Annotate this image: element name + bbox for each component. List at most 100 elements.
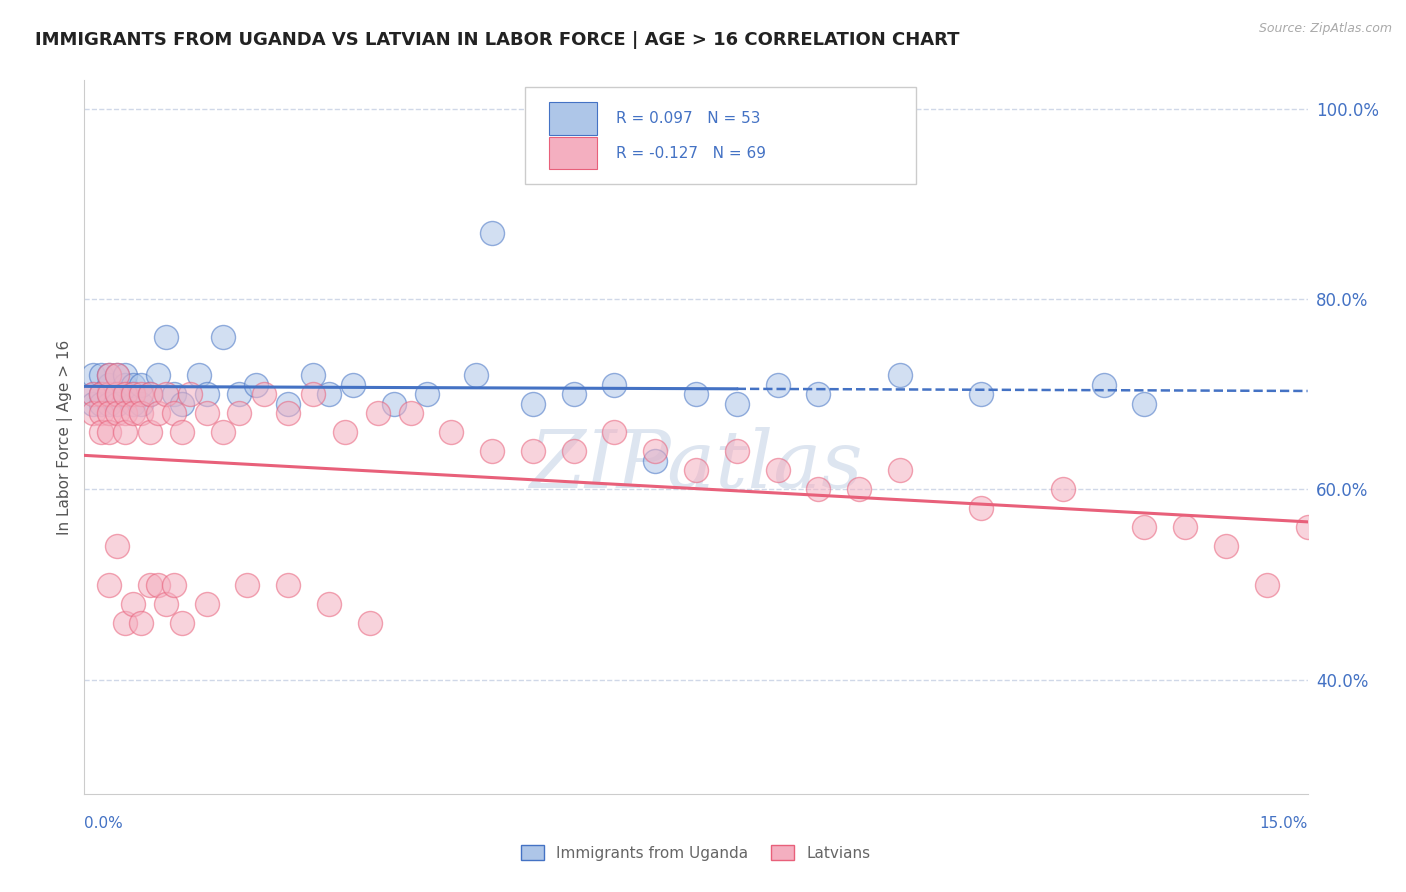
Point bbox=[105, 406, 128, 420]
Point bbox=[1174, 520, 1197, 534]
Point bbox=[382, 397, 405, 411]
Point bbox=[187, 368, 209, 383]
Point bbox=[172, 397, 194, 411]
Point bbox=[82, 368, 104, 383]
Point bbox=[725, 444, 748, 458]
Point bbox=[318, 597, 340, 611]
Text: R = -0.127   N = 69: R = -0.127 N = 69 bbox=[616, 145, 766, 161]
Point bbox=[970, 501, 993, 516]
Point bbox=[97, 577, 120, 591]
Point bbox=[146, 406, 169, 420]
Point bbox=[105, 387, 128, 401]
Point bbox=[122, 397, 145, 411]
Point bbox=[195, 597, 218, 611]
Point bbox=[146, 577, 169, 591]
Text: Source: ZipAtlas.com: Source: ZipAtlas.com bbox=[1258, 22, 1392, 36]
Point bbox=[1133, 397, 1156, 411]
Legend: Immigrants from Uganda, Latvians: Immigrants from Uganda, Latvians bbox=[513, 837, 879, 868]
Point bbox=[90, 387, 112, 401]
Point bbox=[131, 397, 153, 411]
Point bbox=[644, 454, 666, 468]
Point bbox=[481, 226, 503, 240]
Point bbox=[416, 387, 439, 401]
Point bbox=[122, 387, 145, 401]
Point bbox=[105, 368, 128, 383]
Point bbox=[440, 425, 463, 440]
Point bbox=[301, 368, 323, 383]
Point bbox=[172, 615, 194, 630]
Point bbox=[277, 397, 299, 411]
Point bbox=[464, 368, 486, 383]
Y-axis label: In Labor Force | Age > 16: In Labor Force | Age > 16 bbox=[58, 340, 73, 534]
Point bbox=[122, 387, 145, 401]
Point bbox=[603, 377, 626, 392]
Text: 15.0%: 15.0% bbox=[1260, 816, 1308, 831]
Point bbox=[97, 368, 120, 383]
Point bbox=[114, 377, 136, 392]
Point bbox=[90, 368, 112, 383]
Point bbox=[82, 387, 104, 401]
Point bbox=[195, 387, 218, 401]
Point bbox=[335, 425, 357, 440]
Point bbox=[97, 387, 120, 401]
Point bbox=[163, 406, 186, 420]
Point bbox=[90, 397, 112, 411]
Point bbox=[481, 444, 503, 458]
Point bbox=[122, 377, 145, 392]
Point bbox=[114, 387, 136, 401]
Point bbox=[163, 577, 186, 591]
Point bbox=[766, 463, 789, 477]
Point bbox=[685, 387, 707, 401]
Point bbox=[82, 397, 104, 411]
Point bbox=[97, 368, 120, 383]
Point bbox=[146, 368, 169, 383]
Point bbox=[245, 377, 267, 392]
Point bbox=[82, 406, 104, 420]
Point bbox=[889, 463, 911, 477]
Point bbox=[114, 615, 136, 630]
Text: 0.0%: 0.0% bbox=[84, 816, 124, 831]
Point bbox=[114, 368, 136, 383]
Point bbox=[212, 330, 235, 344]
Point bbox=[725, 397, 748, 411]
Point bbox=[105, 397, 128, 411]
Point bbox=[644, 444, 666, 458]
Point bbox=[970, 387, 993, 401]
Point bbox=[90, 406, 112, 420]
Text: ZIPatlas: ZIPatlas bbox=[529, 427, 863, 504]
Point bbox=[90, 425, 112, 440]
Point bbox=[277, 406, 299, 420]
Point bbox=[318, 387, 340, 401]
Point bbox=[155, 387, 177, 401]
Point bbox=[359, 615, 381, 630]
Point bbox=[522, 397, 544, 411]
Point bbox=[807, 483, 830, 497]
Point bbox=[342, 377, 364, 392]
Point bbox=[1092, 377, 1115, 392]
FancyBboxPatch shape bbox=[550, 136, 598, 169]
Point bbox=[685, 463, 707, 477]
Point bbox=[195, 406, 218, 420]
Point bbox=[1215, 540, 1237, 554]
Point bbox=[172, 425, 194, 440]
Point bbox=[131, 615, 153, 630]
Point bbox=[228, 406, 250, 420]
Text: R = 0.097   N = 53: R = 0.097 N = 53 bbox=[616, 112, 761, 127]
Point bbox=[1256, 577, 1278, 591]
Point bbox=[131, 387, 153, 401]
Point bbox=[82, 387, 104, 401]
Point bbox=[131, 406, 153, 420]
Point bbox=[138, 577, 160, 591]
Point bbox=[90, 387, 112, 401]
Point bbox=[807, 387, 830, 401]
Point bbox=[155, 597, 177, 611]
Text: IMMIGRANTS FROM UGANDA VS LATVIAN IN LABOR FORCE | AGE > 16 CORRELATION CHART: IMMIGRANTS FROM UGANDA VS LATVIAN IN LAB… bbox=[35, 31, 960, 49]
Point bbox=[399, 406, 422, 420]
Point bbox=[848, 483, 870, 497]
Point bbox=[138, 387, 160, 401]
Point bbox=[228, 387, 250, 401]
Point bbox=[97, 425, 120, 440]
Point bbox=[131, 377, 153, 392]
FancyBboxPatch shape bbox=[550, 103, 598, 136]
Point bbox=[562, 387, 585, 401]
